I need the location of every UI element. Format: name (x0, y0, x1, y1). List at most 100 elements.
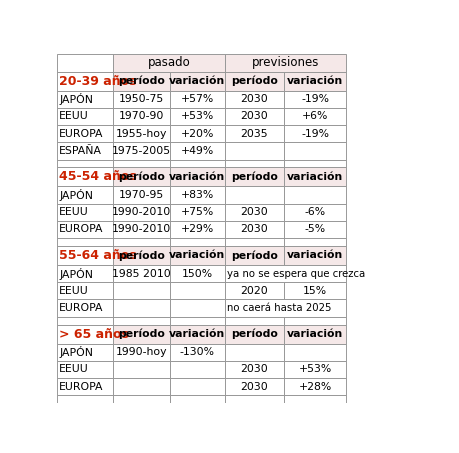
Text: +53%: +53% (298, 364, 331, 375)
Text: 1990-hoy: 1990-hoy (115, 347, 167, 357)
Text: -6%: -6% (304, 207, 325, 217)
Bar (224, 204, 283, 221)
Text: 1970-90: 1970-90 (118, 111, 163, 121)
Text: variación: variación (286, 172, 342, 182)
Bar (283, 168, 346, 187)
Bar (169, 325, 224, 343)
Text: 20-39 años: 20-39 años (59, 75, 136, 87)
Bar (112, 168, 169, 187)
Text: variación: variación (286, 76, 342, 86)
Text: 1985 2010: 1985 2010 (112, 269, 170, 279)
Bar (169, 91, 224, 108)
Text: JAPÓN: JAPÓN (59, 346, 93, 358)
Bar (224, 159, 283, 168)
Bar (169, 72, 224, 91)
Bar (112, 378, 169, 395)
Text: 1970-95: 1970-95 (118, 190, 163, 200)
Text: +83%: +83% (180, 190, 213, 200)
Text: 1990-2010: 1990-2010 (112, 207, 171, 217)
Bar (224, 299, 346, 317)
Bar (283, 343, 346, 361)
Bar (169, 72, 224, 91)
Bar (57, 204, 112, 221)
Bar (112, 91, 169, 108)
Bar (283, 325, 346, 343)
Bar (224, 282, 283, 299)
Text: 150%: 150% (181, 269, 213, 279)
Bar (112, 108, 169, 125)
Text: -19%: -19% (301, 94, 328, 104)
Text: pasado: pasado (147, 57, 190, 69)
Bar (169, 168, 224, 187)
Text: JAPÓN: JAPÓN (59, 268, 93, 280)
Bar (283, 282, 346, 299)
Bar (224, 325, 283, 343)
Bar (169, 125, 224, 142)
Bar (169, 238, 224, 246)
Text: 2030: 2030 (240, 225, 268, 235)
Bar (57, 246, 112, 265)
Bar (224, 187, 283, 204)
Bar (169, 142, 224, 159)
Text: EUROPA: EUROPA (59, 303, 104, 313)
Bar (283, 204, 346, 221)
Text: 1990-2010: 1990-2010 (112, 225, 171, 235)
Text: variación: variación (286, 251, 342, 260)
Bar (112, 54, 224, 72)
Text: ya no se espera que crezca: ya no se espera que crezca (226, 269, 364, 279)
Text: -19%: -19% (301, 129, 328, 139)
Text: +28%: +28% (298, 382, 331, 392)
Bar (112, 54, 224, 72)
Bar (169, 204, 224, 221)
Bar (112, 125, 169, 142)
Bar (224, 361, 283, 378)
Text: -130%: -130% (179, 347, 214, 357)
Text: período: período (118, 329, 164, 339)
Bar (112, 72, 169, 91)
Bar (224, 72, 283, 91)
Bar (283, 238, 346, 246)
Bar (112, 325, 169, 343)
Text: 2020: 2020 (240, 286, 268, 296)
Bar (57, 282, 112, 299)
Text: +49%: +49% (180, 146, 213, 156)
Bar (57, 54, 112, 72)
Text: EUROPA: EUROPA (59, 225, 104, 235)
Bar (224, 378, 283, 395)
Bar (169, 187, 224, 204)
Bar (224, 168, 283, 187)
Bar (112, 221, 169, 238)
Bar (283, 91, 346, 108)
Bar (224, 395, 283, 403)
Bar (169, 246, 224, 265)
Bar (224, 238, 283, 246)
Bar (224, 108, 283, 125)
Bar (112, 187, 169, 204)
Bar (224, 54, 346, 72)
Text: 2030: 2030 (240, 207, 268, 217)
Bar (169, 221, 224, 238)
Text: 15%: 15% (302, 286, 326, 296)
Bar (224, 72, 283, 91)
Text: 2030: 2030 (240, 382, 268, 392)
Bar (169, 246, 224, 265)
Text: 55-64 años: 55-64 años (59, 249, 136, 262)
Bar (112, 282, 169, 299)
Text: EUROPA: EUROPA (59, 382, 104, 392)
Bar (224, 265, 346, 282)
Bar (283, 187, 346, 204)
Bar (224, 91, 283, 108)
Text: 2030: 2030 (240, 94, 268, 104)
Text: JAPÓN: JAPÓN (59, 189, 93, 201)
Bar (169, 168, 224, 187)
Bar (283, 168, 346, 187)
Text: +53%: +53% (180, 111, 213, 121)
Bar (112, 142, 169, 159)
Bar (57, 317, 112, 325)
Bar (224, 246, 283, 265)
Text: variación: variación (169, 76, 225, 86)
Bar (283, 246, 346, 265)
Bar (224, 125, 283, 142)
Bar (169, 395, 224, 403)
Bar (283, 125, 346, 142)
